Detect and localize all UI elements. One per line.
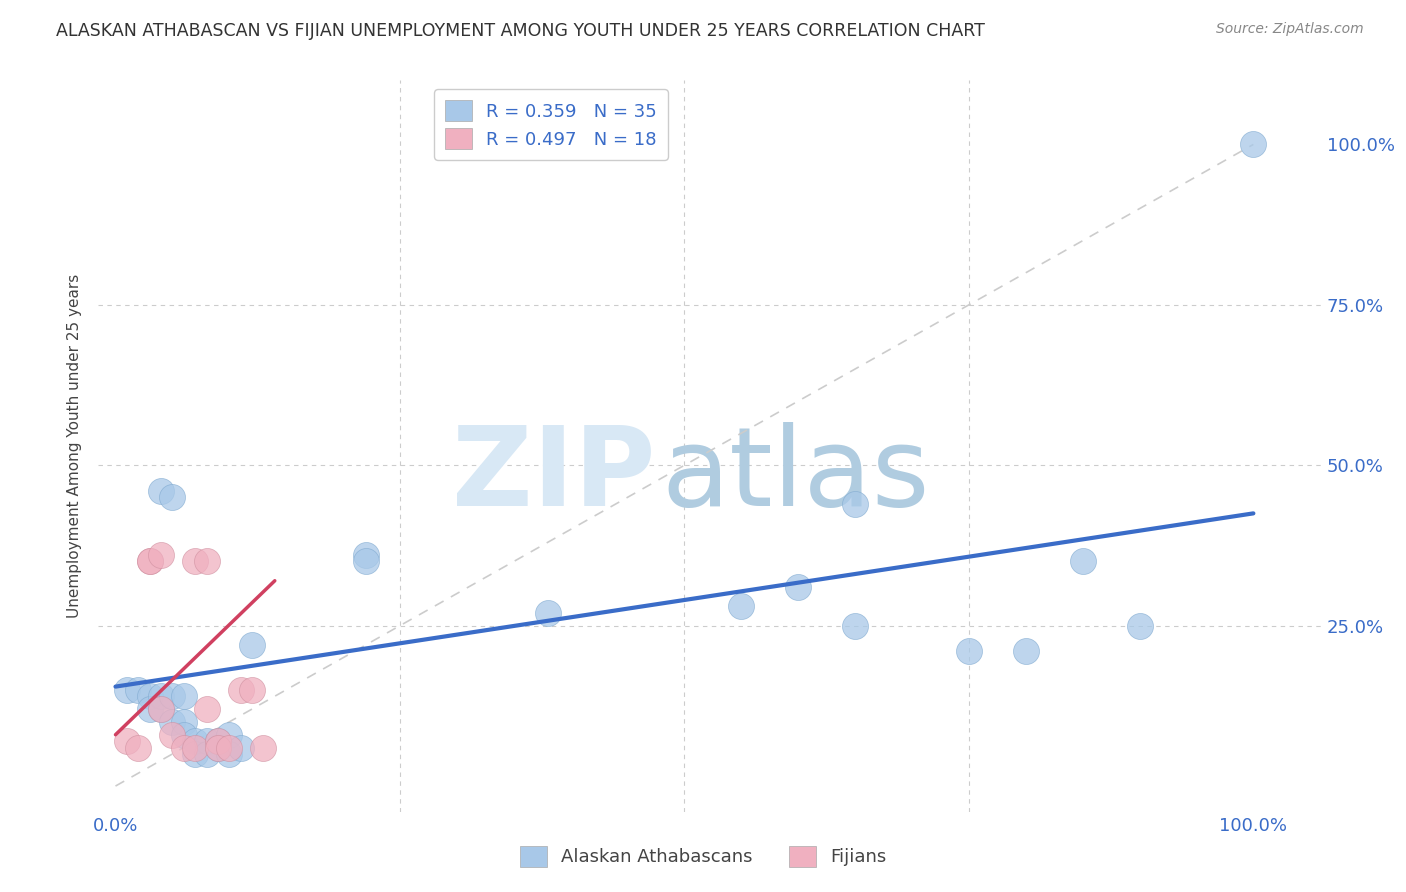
Point <box>354 548 377 562</box>
Point <box>730 599 752 614</box>
Text: ZIP: ZIP <box>451 422 655 529</box>
Point <box>844 497 866 511</box>
Point <box>115 682 138 697</box>
Point <box>138 690 160 704</box>
Point <box>207 734 229 748</box>
Point <box>138 554 160 568</box>
Point <box>957 644 980 658</box>
Point <box>537 606 560 620</box>
Point <box>184 554 207 568</box>
Point <box>229 740 252 755</box>
Point <box>1129 618 1152 632</box>
Point <box>787 580 810 594</box>
Point <box>195 734 218 748</box>
Point <box>184 740 207 755</box>
Point <box>115 734 138 748</box>
Y-axis label: Unemployment Among Youth under 25 years: Unemployment Among Youth under 25 years <box>67 274 83 618</box>
Point <box>150 702 173 716</box>
Text: ALASKAN ATHABASCAN VS FIJIAN UNEMPLOYMENT AMONG YOUTH UNDER 25 YEARS CORRELATION: ALASKAN ATHABASCAN VS FIJIAN UNEMPLOYMEN… <box>56 22 986 40</box>
Point <box>184 747 207 761</box>
Point <box>218 740 240 755</box>
Point <box>127 740 149 755</box>
Point <box>138 554 160 568</box>
Point <box>150 702 173 716</box>
Point <box>173 714 195 729</box>
Point <box>207 734 229 748</box>
Point <box>150 483 173 498</box>
Point <box>184 734 207 748</box>
Point <box>162 690 184 704</box>
Point <box>150 548 173 562</box>
Point <box>173 728 195 742</box>
Point <box>240 682 263 697</box>
Point <box>207 740 229 755</box>
Point <box>138 702 160 716</box>
Point <box>195 554 218 568</box>
Point <box>1015 644 1038 658</box>
Text: Source: ZipAtlas.com: Source: ZipAtlas.com <box>1216 22 1364 37</box>
Legend: R = 0.359   N = 35, R = 0.497   N = 18: R = 0.359 N = 35, R = 0.497 N = 18 <box>434 89 668 160</box>
Point <box>195 747 218 761</box>
Legend: Alaskan Athabascans, Fijians: Alaskan Athabascans, Fijians <box>512 838 894 874</box>
Point <box>844 618 866 632</box>
Point <box>162 491 184 505</box>
Point <box>195 702 218 716</box>
Point <box>1071 554 1094 568</box>
Point <box>354 554 377 568</box>
Point <box>127 682 149 697</box>
Point <box>252 740 274 755</box>
Point <box>240 638 263 652</box>
Point <box>150 690 173 704</box>
Point <box>173 690 195 704</box>
Point <box>162 728 184 742</box>
Point <box>218 747 240 761</box>
Point <box>229 682 252 697</box>
Point <box>162 714 184 729</box>
Point <box>173 740 195 755</box>
Text: atlas: atlas <box>661 422 929 529</box>
Point <box>218 728 240 742</box>
Point <box>207 740 229 755</box>
Point <box>1241 137 1264 152</box>
